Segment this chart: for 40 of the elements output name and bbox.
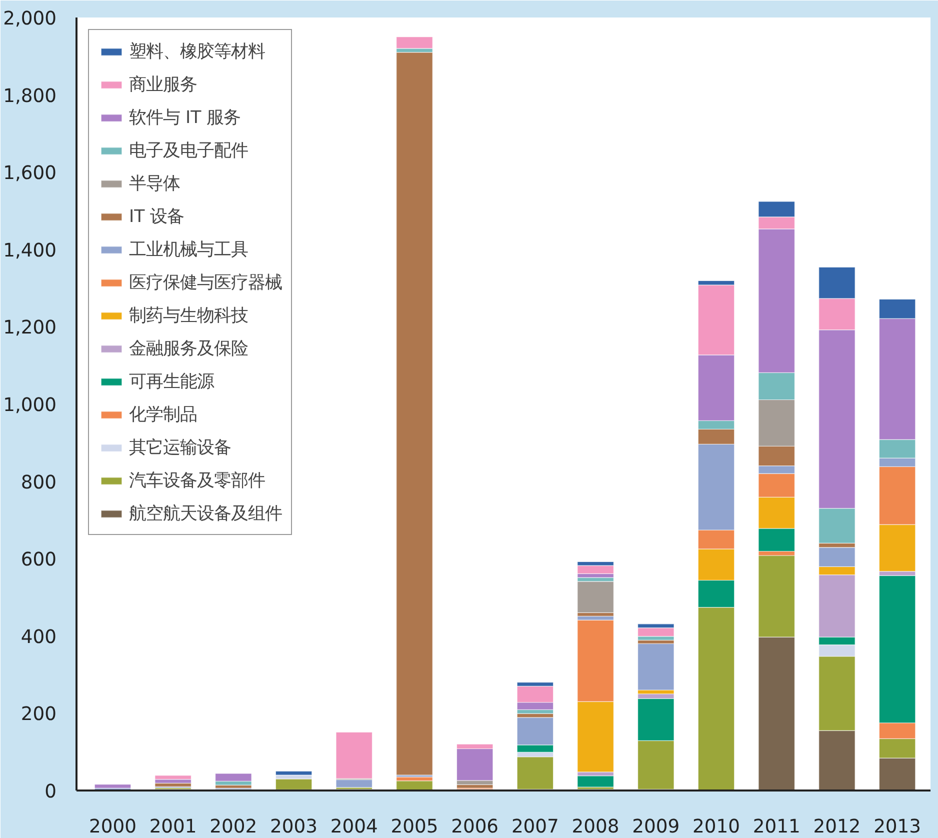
legend-label: 医疗保健与医疗器械	[129, 272, 282, 294]
x-tick-label: 2005	[390, 816, 438, 838]
x-tick-label: 2007	[511, 816, 559, 838]
legend-label: 可再生能源	[129, 371, 214, 393]
legend-label: IT 设备	[129, 206, 184, 228]
legend-label: 半导体	[129, 173, 180, 195]
x-tick-label: 2010	[692, 816, 740, 838]
y-tick-label: 800	[20, 472, 56, 494]
x-tick-label: 2004	[330, 816, 378, 838]
y-tick-label: 2,000	[3, 8, 57, 30]
x-tick-label: 2002	[210, 816, 258, 838]
x-tick-label: 2006	[451, 816, 499, 838]
x-tick-label: 2001	[149, 816, 197, 838]
y-tick-label: 1,800	[3, 86, 57, 107]
legend-label: 航空航天设备及组件	[129, 503, 282, 525]
y-tick-label: 1,600	[3, 163, 57, 184]
x-tick-label: 2013	[874, 816, 922, 838]
y-tick-label: 1,200	[3, 318, 57, 339]
legend-label: 化学制品	[129, 404, 197, 426]
x-tick-label: 2011	[752, 816, 800, 838]
y-tick-label: 1,400	[3, 240, 57, 262]
y-tick-label: 0	[44, 782, 57, 802]
y-tick-label: 200	[20, 704, 56, 726]
legend-label: 其它运输设备	[129, 437, 231, 459]
x-tick-label: 2008	[572, 816, 620, 838]
legend-label: 塑料、橡胶等材料	[129, 41, 265, 63]
legend-label: 金融服务及保险	[129, 338, 248, 360]
x-tick-label: 2003	[270, 816, 318, 838]
legend-label: 制药与生物科技	[129, 305, 248, 327]
legend-label: 电子及电子配件	[129, 140, 248, 162]
y-tick-label: 600	[20, 550, 56, 571]
legend-label: 工业机械与工具	[129, 239, 248, 261]
y-tick-label: 1,000	[3, 395, 57, 416]
legend-label: 软件与 IT 服务	[129, 107, 241, 129]
y-tick-label: 400	[20, 626, 56, 648]
legend-label: 商业服务	[129, 74, 197, 96]
x-tick-label: 2000	[88, 816, 136, 838]
x-tick-label: 2012	[813, 816, 861, 838]
x-tick-label: 2009	[632, 816, 680, 838]
legend-label: 汽车设备及零部件	[129, 470, 265, 492]
